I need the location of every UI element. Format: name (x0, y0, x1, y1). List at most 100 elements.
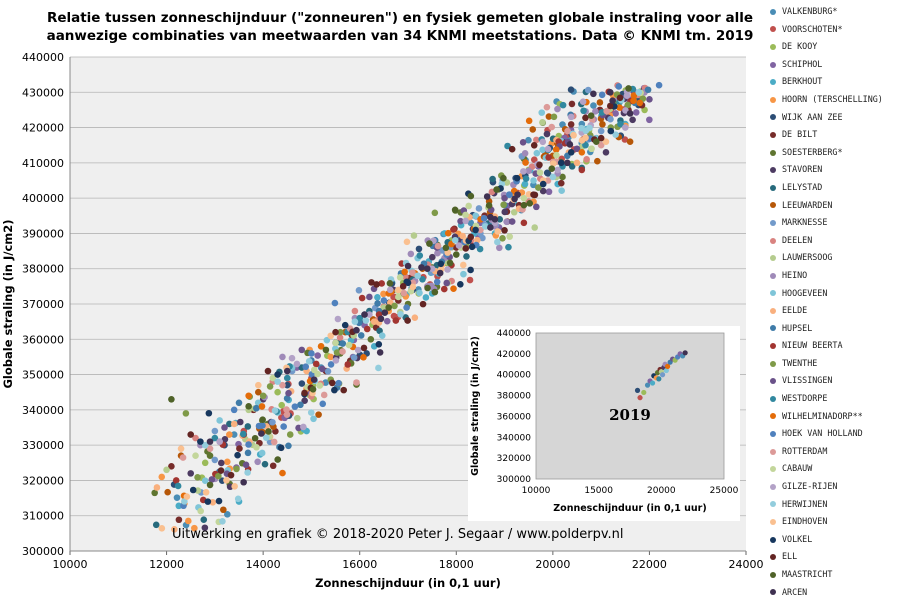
scatter-point (327, 361, 335, 368)
data-point (588, 145, 595, 153)
chart-title: Relatie tussen zonneschijnduur ("zonneur… (30, 9, 770, 45)
legend-item: TWENTHE (770, 355, 900, 373)
data-point (293, 360, 301, 368)
legend-item: HOEK VAN HOLLAND (770, 425, 900, 443)
scatter-point (288, 354, 296, 362)
scatter-point (236, 445, 243, 452)
legend-label: SOESTERBERG* (782, 146, 843, 157)
scatter-point (310, 376, 318, 383)
scatter-point (300, 423, 307, 431)
data-point (530, 191, 537, 198)
scatter-point (253, 404, 260, 412)
inset-y-tick-label: 400000 (497, 371, 532, 381)
scatter-point (485, 202, 493, 209)
scatter-point (606, 102, 614, 110)
inset-y-axis-title: Globale straling (in J/cm2) (470, 336, 481, 476)
scatter-point (440, 285, 448, 293)
scatter-point (436, 269, 444, 277)
scatter-point (607, 115, 614, 123)
legend-swatch (770, 272, 776, 279)
inset-year-label: 2019 (609, 406, 651, 424)
data-point (351, 307, 359, 315)
data-point (626, 110, 634, 117)
legend-label: CABAUW (782, 463, 813, 474)
data-point (168, 395, 175, 403)
data-point (583, 156, 590, 163)
scatter-point (209, 499, 217, 506)
scatter-point (262, 434, 270, 441)
scatter-point (630, 97, 637, 104)
inset-x-tick-label: 25000 (710, 486, 739, 496)
legend-label: VOORSCHOTEN* (782, 23, 843, 34)
scatter-point (632, 109, 640, 116)
legend-swatch (770, 184, 776, 191)
scatter-point (403, 238, 411, 246)
data-point (467, 233, 475, 241)
legend-swatch (770, 202, 776, 209)
data-point (491, 216, 499, 223)
scatter-point (269, 462, 277, 470)
scatter-point (493, 186, 500, 193)
scatter-point (410, 232, 418, 239)
legend-swatch (770, 26, 776, 33)
scatter-point (522, 175, 530, 182)
data-point (520, 219, 528, 227)
scatter-point (599, 120, 606, 128)
scatter-point (164, 488, 171, 496)
scatter-point (545, 113, 553, 120)
scatter-point (557, 179, 565, 187)
scatter-point (328, 379, 336, 387)
legend-swatch (770, 483, 776, 490)
data-point (419, 276, 426, 283)
scatter-point (334, 315, 342, 323)
legend-item: MARKNESSE (770, 214, 900, 232)
scatter-point (310, 415, 317, 423)
scatter-point (219, 517, 226, 525)
legend-item: SCHIPHOL (770, 56, 900, 74)
scatter-point (455, 242, 463, 249)
y-tick-label: 390000 (22, 227, 64, 240)
legend-swatch (770, 431, 776, 438)
scatter-point (531, 224, 539, 231)
data-point (510, 208, 518, 216)
scatter-point (360, 354, 367, 361)
scatter-point (521, 149, 529, 157)
scatter-point (624, 101, 632, 109)
scatter-point (543, 130, 551, 138)
legend-swatch (770, 237, 776, 244)
inset-data-point (634, 387, 641, 393)
scatter-point (582, 114, 589, 122)
data-point (612, 110, 619, 117)
scatter-point (319, 365, 326, 373)
y-tick-label: 440000 (22, 51, 64, 64)
scatter-point (503, 218, 510, 226)
legend-item: ARCEN (770, 584, 900, 601)
data-point (399, 283, 407, 290)
data-point (226, 420, 233, 428)
scatter-point (622, 107, 629, 114)
scatter-point (274, 456, 282, 463)
legend-label: MAASTRICHT (782, 569, 833, 579)
legend-item: STAVOREN (770, 161, 900, 179)
x-tick-label: 16000 (342, 558, 377, 571)
data-point (424, 265, 431, 273)
data-point (230, 406, 238, 414)
data-point (264, 367, 272, 375)
scatter-point (579, 98, 587, 105)
legend-swatch (770, 219, 776, 226)
legend-swatch (770, 61, 776, 68)
scatter-point (646, 116, 653, 124)
credit-text: Uitwerking en grafiek © 2018-2020 Peter … (172, 527, 624, 542)
scatter-point (621, 136, 629, 143)
scatter-point (240, 478, 247, 486)
scatter-point (525, 167, 532, 175)
scatter-point (570, 131, 577, 139)
scatter-point (568, 100, 576, 108)
scatter-point (533, 149, 541, 157)
legend-label: HERWIJNEN (782, 498, 828, 509)
data-point (636, 99, 644, 107)
legend-swatch (770, 255, 776, 262)
inset-x-tick-label: 20000 (647, 486, 676, 496)
scatter-point (331, 299, 339, 307)
scatter-point (558, 187, 565, 195)
